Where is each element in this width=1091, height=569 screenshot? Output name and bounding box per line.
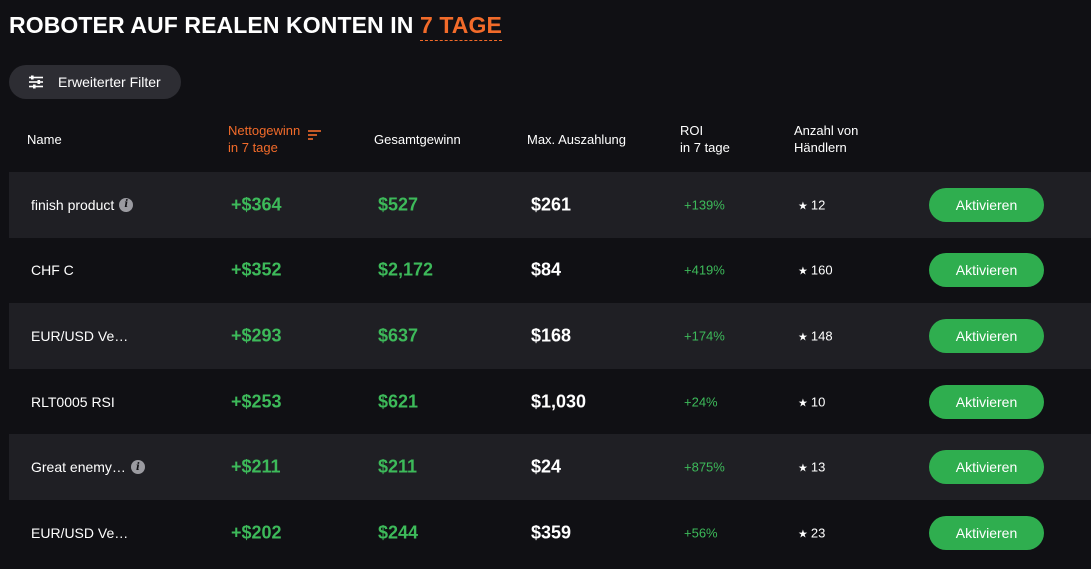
table-header: Name Nettogewinn in 7 tage Gesamtgewinn … bbox=[9, 116, 1091, 168]
header-net-profit[interactable]: Nettogewinn in 7 tage bbox=[228, 122, 321, 156]
header-net-line1: Nettogewinn bbox=[228, 123, 301, 138]
robot-name[interactable]: RLT0005 RSI bbox=[31, 393, 115, 410]
table-row[interactable]: finish product i +$364 $527 $261 +139% ★… bbox=[9, 172, 1091, 238]
header-traders[interactable]: Anzahl von Händlern bbox=[794, 122, 858, 156]
gross-profit: $2,172 bbox=[378, 259, 434, 280]
max-payout: $261 bbox=[531, 194, 572, 215]
activate-button[interactable]: Aktivieren bbox=[929, 515, 1044, 550]
table-row[interactable]: EUR/USD Ve… +$293 $637 $168 +174% ★ 148 A… bbox=[9, 303, 1091, 369]
header-gross-profit[interactable]: Gesamtgewinn bbox=[374, 132, 461, 147]
header-traders-line1: Anzahl von bbox=[794, 123, 859, 138]
traders-count: 23 bbox=[810, 525, 826, 541]
traders-count-cell: ★ 10 bbox=[798, 394, 825, 409]
activate-button[interactable]: Aktivieren bbox=[929, 384, 1044, 419]
action-cell: Aktivieren bbox=[929, 450, 1044, 485]
robot-name-cell: EUR/USD Ve… bbox=[31, 328, 128, 344]
net-profit: +$293 bbox=[231, 325, 282, 346]
info-icon[interactable]: i bbox=[119, 197, 134, 212]
max-payout: $1,030 bbox=[531, 391, 587, 412]
gross-profit: $637 bbox=[378, 325, 419, 346]
max-payout: $24 bbox=[531, 456, 562, 477]
advanced-filter-button[interactable]: Erweiterter Filter bbox=[9, 65, 181, 99]
header-roi-line1: ROI bbox=[680, 123, 704, 138]
gross-profit: $211 bbox=[378, 456, 418, 477]
star-icon: ★ bbox=[798, 397, 808, 410]
traders-count-cell: ★ 23 bbox=[798, 525, 825, 540]
sliders-icon bbox=[28, 75, 44, 89]
net-profit: +$211 bbox=[231, 456, 281, 477]
header-roi[interactable]: ROI in 7 tage bbox=[680, 122, 730, 156]
traders-count: 10 bbox=[810, 394, 826, 410]
traders-count-cell: ★ 13 bbox=[798, 460, 825, 475]
action-cell: Aktivieren bbox=[929, 187, 1044, 222]
net-profit: +$364 bbox=[231, 194, 282, 215]
max-payout: $168 bbox=[531, 325, 572, 346]
action-cell: Aktivieren bbox=[929, 318, 1044, 353]
period-selector[interactable]: 7 TAGE bbox=[419, 12, 502, 41]
activate-button[interactable]: Aktivieren bbox=[929, 187, 1044, 222]
sort-desc-icon bbox=[307, 127, 321, 140]
info-icon[interactable]: i bbox=[130, 460, 145, 475]
star-icon: ★ bbox=[798, 462, 808, 475]
table-row[interactable]: EUR/USD Ve… +$202 $244 $359 +56% ★ 23 Akt… bbox=[9, 500, 1091, 566]
net-profit: +$352 bbox=[231, 259, 282, 280]
robot-name[interactable]: finish product bbox=[31, 196, 115, 213]
max-payout: $359 bbox=[531, 522, 572, 543]
robot-name[interactable]: EUR/USD Ve… bbox=[31, 524, 129, 541]
robot-name-cell: Great enemy… i bbox=[31, 459, 145, 475]
table-row[interactable]: RLT0005 RSI +$253 $621 $1,030 +24% ★ 10 A… bbox=[9, 369, 1091, 435]
robot-name[interactable]: CHF C bbox=[31, 262, 74, 279]
star-icon: ★ bbox=[798, 528, 808, 541]
header-name[interactable]: Name bbox=[27, 132, 62, 147]
traders-count: 160 bbox=[810, 262, 833, 278]
star-icon: ★ bbox=[798, 265, 808, 278]
gross-profit: $621 bbox=[378, 391, 419, 412]
traders-count: 148 bbox=[810, 328, 833, 344]
traders-count-cell: ★ 12 bbox=[798, 197, 825, 212]
robot-name-cell: finish product i bbox=[31, 196, 134, 213]
star-icon: ★ bbox=[798, 200, 808, 213]
robots-table-body: finish product i +$364 $527 $261 +139% ★… bbox=[9, 172, 1091, 566]
gross-profit: $527 bbox=[378, 194, 419, 215]
robot-name-cell: EUR/USD Ve… bbox=[31, 525, 128, 541]
max-payout: $84 bbox=[531, 259, 562, 280]
roi-value: +419% bbox=[684, 262, 725, 278]
traders-count: 13 bbox=[810, 459, 826, 475]
robot-name-cell: RLT0005 RSI bbox=[31, 394, 115, 410]
activate-button[interactable]: Aktivieren bbox=[929, 318, 1044, 353]
net-profit: +$202 bbox=[231, 522, 282, 543]
header-net-line2: in 7 tage bbox=[228, 140, 278, 155]
activate-button[interactable]: Aktivieren bbox=[929, 450, 1044, 485]
traders-count: 12 bbox=[810, 197, 826, 213]
roi-value: +174% bbox=[684, 328, 725, 344]
header-traders-line2: Händlern bbox=[794, 140, 847, 155]
star-icon: ★ bbox=[798, 331, 808, 344]
roi-value: +56% bbox=[684, 525, 718, 541]
filter-label: Erweiterter Filter bbox=[58, 74, 161, 90]
page-title: ROBOTER AUF REALEN KONTEN IN 7 TAGE bbox=[9, 12, 502, 41]
action-cell: Aktivieren bbox=[929, 384, 1044, 419]
action-cell: Aktivieren bbox=[929, 515, 1044, 550]
roi-value: +139% bbox=[684, 197, 725, 213]
table-row[interactable]: Great enemy… i +$211 $211 $24 +875% ★ 13 … bbox=[9, 434, 1091, 500]
traders-count-cell: ★ 148 bbox=[798, 328, 833, 343]
roi-value: +875% bbox=[684, 459, 725, 475]
header-roi-line2: in 7 tage bbox=[680, 140, 730, 155]
roi-value: +24% bbox=[684, 394, 718, 410]
robot-name-cell: CHF C bbox=[31, 262, 74, 278]
net-profit: +$253 bbox=[231, 391, 282, 412]
title-prefix: ROBOTER AUF REALEN KONTEN IN bbox=[9, 12, 414, 38]
table-row[interactable]: CHF C +$352 $2,172 $84 +419% ★ 160 Aktivi… bbox=[9, 238, 1091, 304]
action-cell: Aktivieren bbox=[929, 253, 1044, 288]
activate-button[interactable]: Aktivieren bbox=[929, 253, 1044, 288]
robot-name[interactable]: Great enemy… bbox=[31, 459, 126, 476]
gross-profit: $244 bbox=[378, 522, 419, 543]
robot-name[interactable]: EUR/USD Ve… bbox=[31, 327, 129, 344]
traders-count-cell: ★ 160 bbox=[798, 263, 833, 278]
header-max-payout[interactable]: Max. Auszahlung bbox=[527, 132, 627, 147]
